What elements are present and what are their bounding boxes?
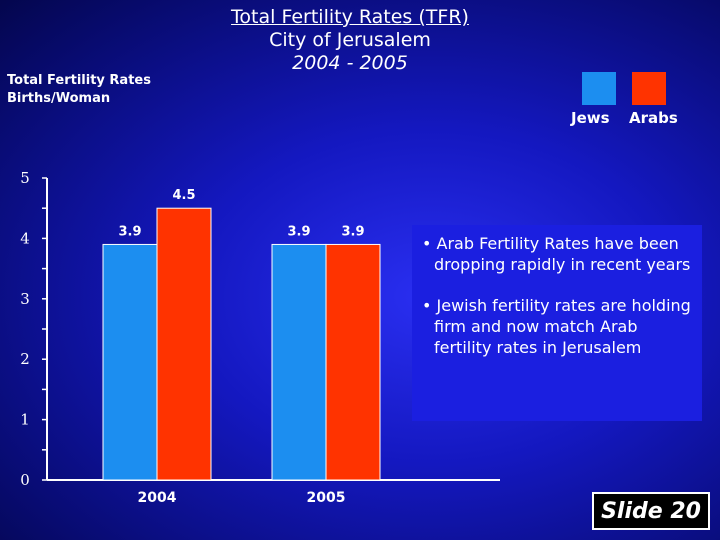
bar-jews-2005 [271,243,327,481]
legend-swatch-arabs [632,72,666,105]
y-tick-label: 2 [20,350,30,368]
y-tick-label: 3 [20,290,30,308]
x-category-label: 2004 [138,490,177,506]
data-label-jews-2005: 3.9 [287,224,310,239]
chart-title: Total Fertility Rates (TFR) City of Jeru… [0,6,700,75]
y-tick-label: 5 [20,169,30,187]
note-jewish-rates: • Jewish fertility rates are holding fir… [422,296,691,357]
y-axis-title-line2: Births/Woman [7,91,111,106]
y-tick-label: 0 [20,471,30,489]
legend-label-arabs: Arabs [629,109,678,127]
y-axis-title-line1: Total Fertility Rates [7,73,151,88]
bar-arabs-2005 [325,243,381,481]
legend-label-jews: Jews [571,109,610,127]
slide-number: Slide 20 [592,492,710,530]
data-label-arabs-2005: 3.9 [341,224,364,239]
y-tick-label: 1 [20,411,30,429]
x-category-label: 2005 [307,490,346,506]
data-label-arabs-2004: 4.5 [172,188,195,203]
y-axis-title: Total Fertility Rates Births/Woman [7,72,151,108]
note-arab-rates: • Arab Fertility Rates have been droppin… [422,234,691,274]
legend-swatch-jews [582,72,616,105]
title-subtitle: City of Jerusalem [269,29,431,51]
bar-jews-2004 [102,243,158,481]
title-period: 2004 - 2005 [292,52,408,74]
title-main: Total Fertility Rates (TFR) [231,6,469,28]
bar-arabs-2004 [156,207,212,481]
notes-box: • Arab Fertility Rates have been droppin… [412,225,702,421]
data-label-jews-2004: 3.9 [118,224,141,239]
y-tick-label: 4 [20,229,30,247]
